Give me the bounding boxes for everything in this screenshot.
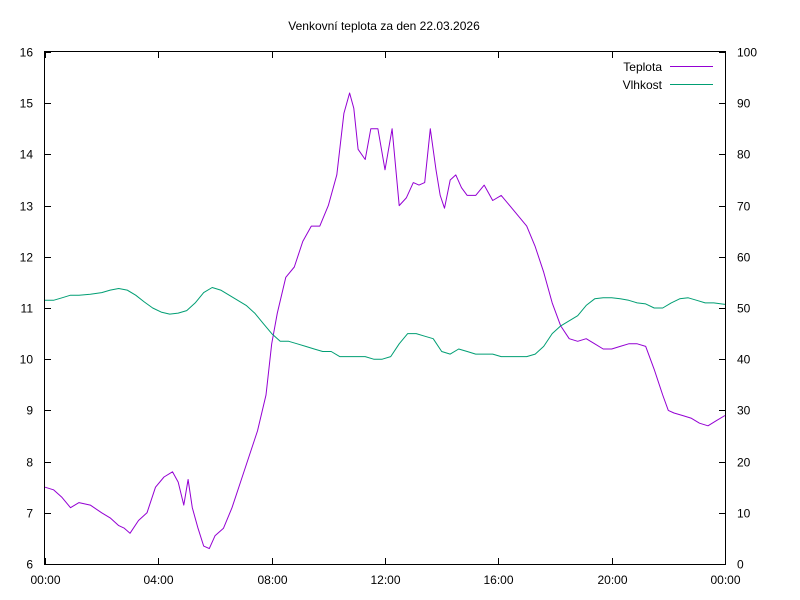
series-line-teplota xyxy=(44,92,726,550)
y-right-tick-label: 40 xyxy=(737,353,751,367)
legend-label-vlhkost: Vlhkost xyxy=(623,78,663,92)
y-right-tick-label: 80 xyxy=(737,148,751,162)
y-right-tick-label: 70 xyxy=(737,200,751,214)
x-tick-label: 00:00 xyxy=(30,573,60,587)
y-left-tick-label: 7 xyxy=(26,507,33,521)
y-left-tick-label: 6 xyxy=(26,558,33,572)
y-left-tick-label: 14 xyxy=(20,148,34,162)
chart-title: Venkovní teplota za den 22.03.2026 xyxy=(288,19,480,33)
series-line-vlhkost xyxy=(45,287,726,360)
y-right-tick-label: 50 xyxy=(737,302,751,316)
y-right-tick-label: 20 xyxy=(737,456,751,470)
plot-frame xyxy=(44,51,726,565)
y-right-tick-label: 10 xyxy=(737,507,751,521)
y-right-tick-label: 90 xyxy=(737,97,751,111)
y-left-tick-label: 10 xyxy=(20,353,34,367)
x-tick-label: 16:00 xyxy=(483,573,513,587)
y-left-tick-label: 12 xyxy=(20,251,34,265)
y-left-tick-label: 8 xyxy=(26,456,33,470)
x-tick-label: 04:00 xyxy=(143,573,173,587)
x-tick-label: 08:00 xyxy=(257,573,287,587)
series-group xyxy=(44,92,726,550)
x-tick-label: 12:00 xyxy=(370,573,400,587)
y-right-tick-label: 30 xyxy=(737,404,751,418)
y-left-tick-label: 16 xyxy=(20,46,34,60)
x-tick-label: 00:00 xyxy=(710,573,740,587)
y-left-tick-label: 13 xyxy=(20,200,34,214)
y-left-tick-label: 9 xyxy=(26,404,33,418)
x-tick-label: 20:00 xyxy=(597,573,627,587)
axes-group: 6 7 8 9 10 11 12 13 14 15 16 0 10 20 30 40 50 60 70 80 90 100… xyxy=(20,46,758,588)
legend: Teplota Vlhkost xyxy=(623,60,713,92)
legend-label-teplota: Teplota xyxy=(623,60,662,74)
y-left-tick-label: 15 xyxy=(20,97,34,111)
y-left-tick-label: 11 xyxy=(21,302,34,316)
y-right-tick-label: 100 xyxy=(737,46,757,60)
y-right-tick-label: 0 xyxy=(737,558,744,572)
y-right-tick-label: 60 xyxy=(737,251,751,265)
